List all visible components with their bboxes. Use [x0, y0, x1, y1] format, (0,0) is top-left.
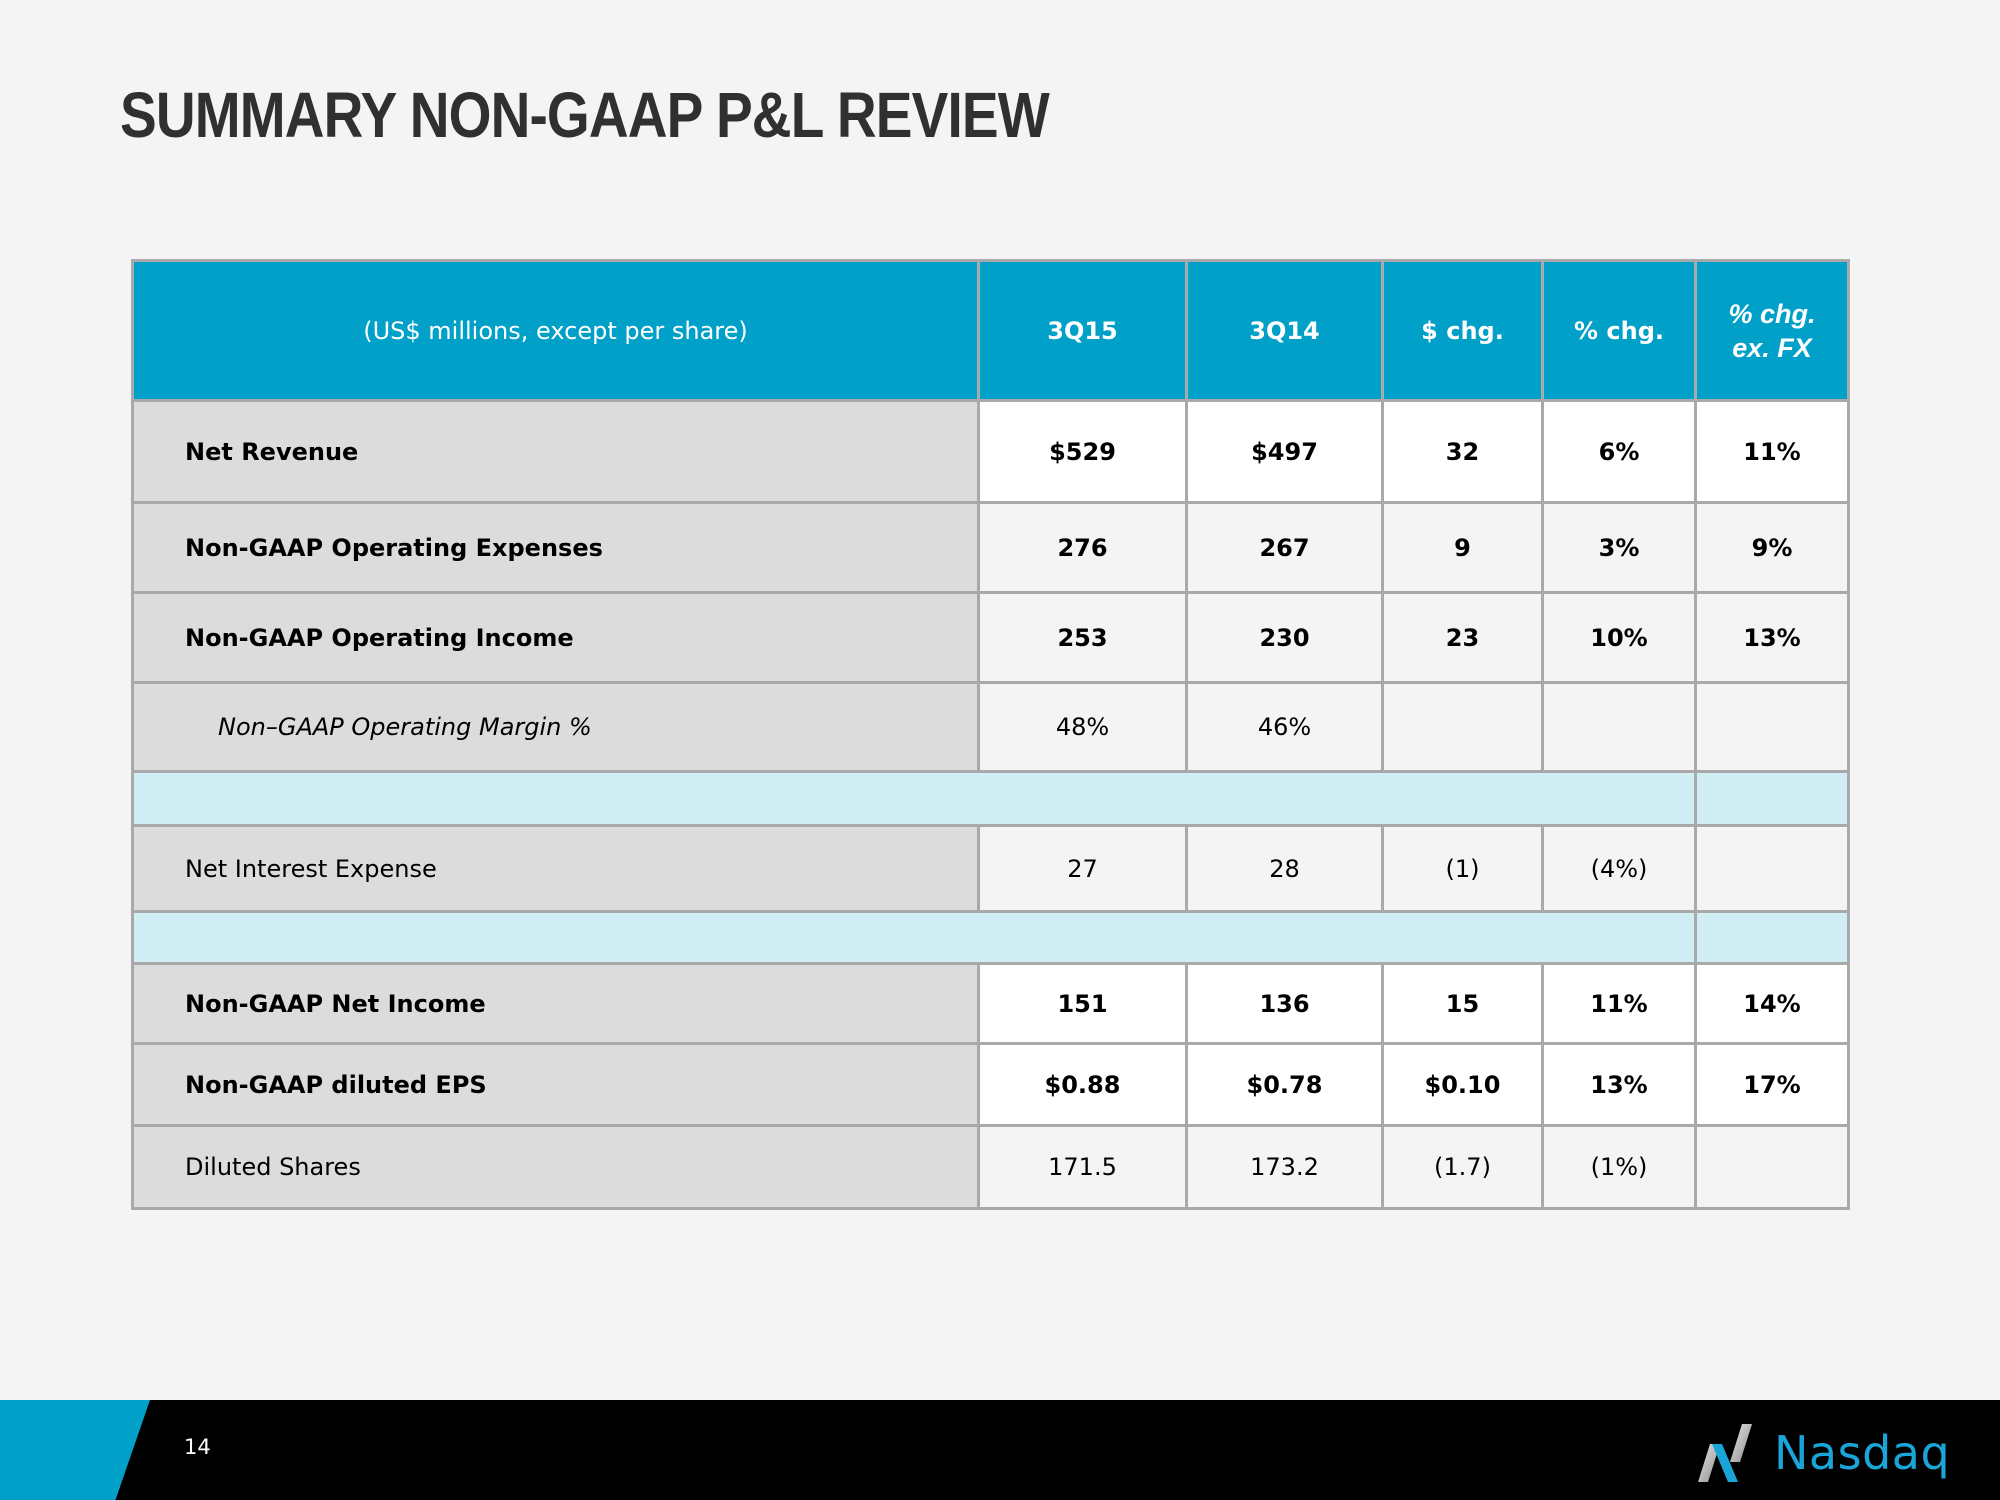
- cell-3q14: $0.78: [1185, 1042, 1384, 1127]
- table-row-operating-margin: Non–GAAP Operating Margin % 48% 46%: [131, 681, 1850, 773]
- column-header-pct-chg-ex-fx: % chg. ex. FX: [1694, 259, 1850, 402]
- row-label: Non-GAAP diluted EPS: [131, 1042, 980, 1127]
- table-spacer-row: [131, 770, 1850, 827]
- nasdaq-logo: Nasdaq: [1690, 1418, 1950, 1488]
- cell-3q15: 48%: [977, 681, 1188, 773]
- cell-3q14: 136: [1185, 962, 1384, 1045]
- cell-dollar-chg: 32: [1381, 399, 1544, 504]
- cell-pct-chg-ex-fx: [1694, 824, 1850, 913]
- cell-dollar-chg: $0.10: [1381, 1042, 1544, 1127]
- nasdaq-logo-icon: [1698, 1424, 1752, 1482]
- cell-pct-chg-ex-fx: 9%: [1694, 501, 1850, 594]
- row-label: Net Interest Expense: [131, 824, 980, 913]
- cell-pct-chg: 6%: [1541, 399, 1697, 504]
- cell-pct-chg: 10%: [1541, 591, 1697, 684]
- cell-pct-chg-ex-fx: [1694, 681, 1850, 773]
- nasdaq-logo-text: Nasdaq: [1774, 1426, 1951, 1480]
- pl-summary-table: (US$ millions, except per share) 3Q15 3Q…: [131, 259, 1850, 1210]
- cell-3q14: $497: [1185, 399, 1384, 504]
- cell-3q14: 230: [1185, 591, 1384, 684]
- cell-3q15: 171.5: [977, 1124, 1188, 1210]
- cell-3q14: 28: [1185, 824, 1384, 913]
- row-label: Diluted Shares: [131, 1124, 980, 1210]
- cell-pct-chg: (1%): [1541, 1124, 1697, 1210]
- cell-3q15: 151: [977, 962, 1188, 1045]
- spacer-cell: [1694, 910, 1850, 965]
- cell-pct-chg: 11%: [1541, 962, 1697, 1045]
- cell-3q14: 46%: [1185, 681, 1384, 773]
- row-label: Non-GAAP Operating Expenses: [131, 501, 980, 594]
- pct-chg-ex-fx-line1: % chg.: [1728, 298, 1816, 329]
- cell-dollar-chg: 15: [1381, 962, 1544, 1045]
- cell-3q14: 267: [1185, 501, 1384, 594]
- table-header-row: (US$ millions, except per share) 3Q15 3Q…: [131, 259, 1850, 402]
- units-header: (US$ millions, except per share): [131, 259, 980, 402]
- cell-3q15: 27: [977, 824, 1188, 913]
- cell-dollar-chg: (1): [1381, 824, 1544, 913]
- table-spacer-row: [131, 910, 1850, 965]
- column-header-dollar-chg: $ chg.: [1381, 259, 1544, 402]
- cell-pct-chg-ex-fx: [1694, 1124, 1850, 1210]
- cell-pct-chg-ex-fx: 13%: [1694, 591, 1850, 684]
- spacer-cell: [131, 910, 1697, 965]
- cell-dollar-chg: [1381, 681, 1544, 773]
- row-label: Non–GAAP Operating Margin %: [131, 681, 980, 773]
- cell-pct-chg-ex-fx: 14%: [1694, 962, 1850, 1045]
- row-label: Non-GAAP Operating Income: [131, 591, 980, 684]
- cell-dollar-chg: 23: [1381, 591, 1544, 684]
- table-row-operating-expenses: Non-GAAP Operating Expenses 276 267 9 3%…: [131, 501, 1850, 594]
- cell-pct-chg-ex-fx: 17%: [1694, 1042, 1850, 1127]
- table-row-diluted-eps: Non-GAAP diluted EPS $0.88 $0.78 $0.10 1…: [131, 1042, 1850, 1127]
- spacer-cell: [131, 770, 1697, 827]
- cell-3q15: 276: [977, 501, 1188, 594]
- row-label: Non-GAAP Net Income: [131, 962, 980, 1045]
- cell-pct-chg-ex-fx: 11%: [1694, 399, 1850, 504]
- cell-3q15: $0.88: [977, 1042, 1188, 1127]
- table-row-net-revenue: Net Revenue $529 $497 32 6% 11%: [131, 399, 1850, 504]
- cell-3q14: 173.2: [1185, 1124, 1384, 1210]
- footer-bar: [0, 1400, 2000, 1500]
- cell-3q15: $529: [977, 399, 1188, 504]
- cell-pct-chg: 3%: [1541, 501, 1697, 594]
- column-header-3q15: 3Q15: [977, 259, 1188, 402]
- cell-pct-chg: (4%): [1541, 824, 1697, 913]
- table-row-operating-income: Non-GAAP Operating Income 253 230 23 10%…: [131, 591, 1850, 684]
- page-number: 14: [184, 1435, 211, 1459]
- column-header-3q14: 3Q14: [1185, 259, 1384, 402]
- cell-pct-chg: [1541, 681, 1697, 773]
- pct-chg-ex-fx-line2: ex. FX: [1732, 332, 1812, 363]
- cell-dollar-chg: 9: [1381, 501, 1544, 594]
- row-label: Net Revenue: [131, 399, 980, 504]
- cell-3q15: 253: [977, 591, 1188, 684]
- spacer-cell: [1694, 770, 1850, 827]
- slide-title: SUMMARY NON-GAAP P&L REVIEW: [120, 79, 1050, 151]
- table-row-net-income: Non-GAAP Net Income 151 136 15 11% 14%: [131, 962, 1850, 1045]
- cell-dollar-chg: (1.7): [1381, 1124, 1544, 1210]
- column-header-pct-chg: % chg.: [1541, 259, 1697, 402]
- table-row-net-interest-expense: Net Interest Expense 27 28 (1) (4%): [131, 824, 1850, 913]
- table-row-diluted-shares: Diluted Shares 171.5 173.2 (1.7) (1%): [131, 1124, 1850, 1210]
- cell-pct-chg: 13%: [1541, 1042, 1697, 1127]
